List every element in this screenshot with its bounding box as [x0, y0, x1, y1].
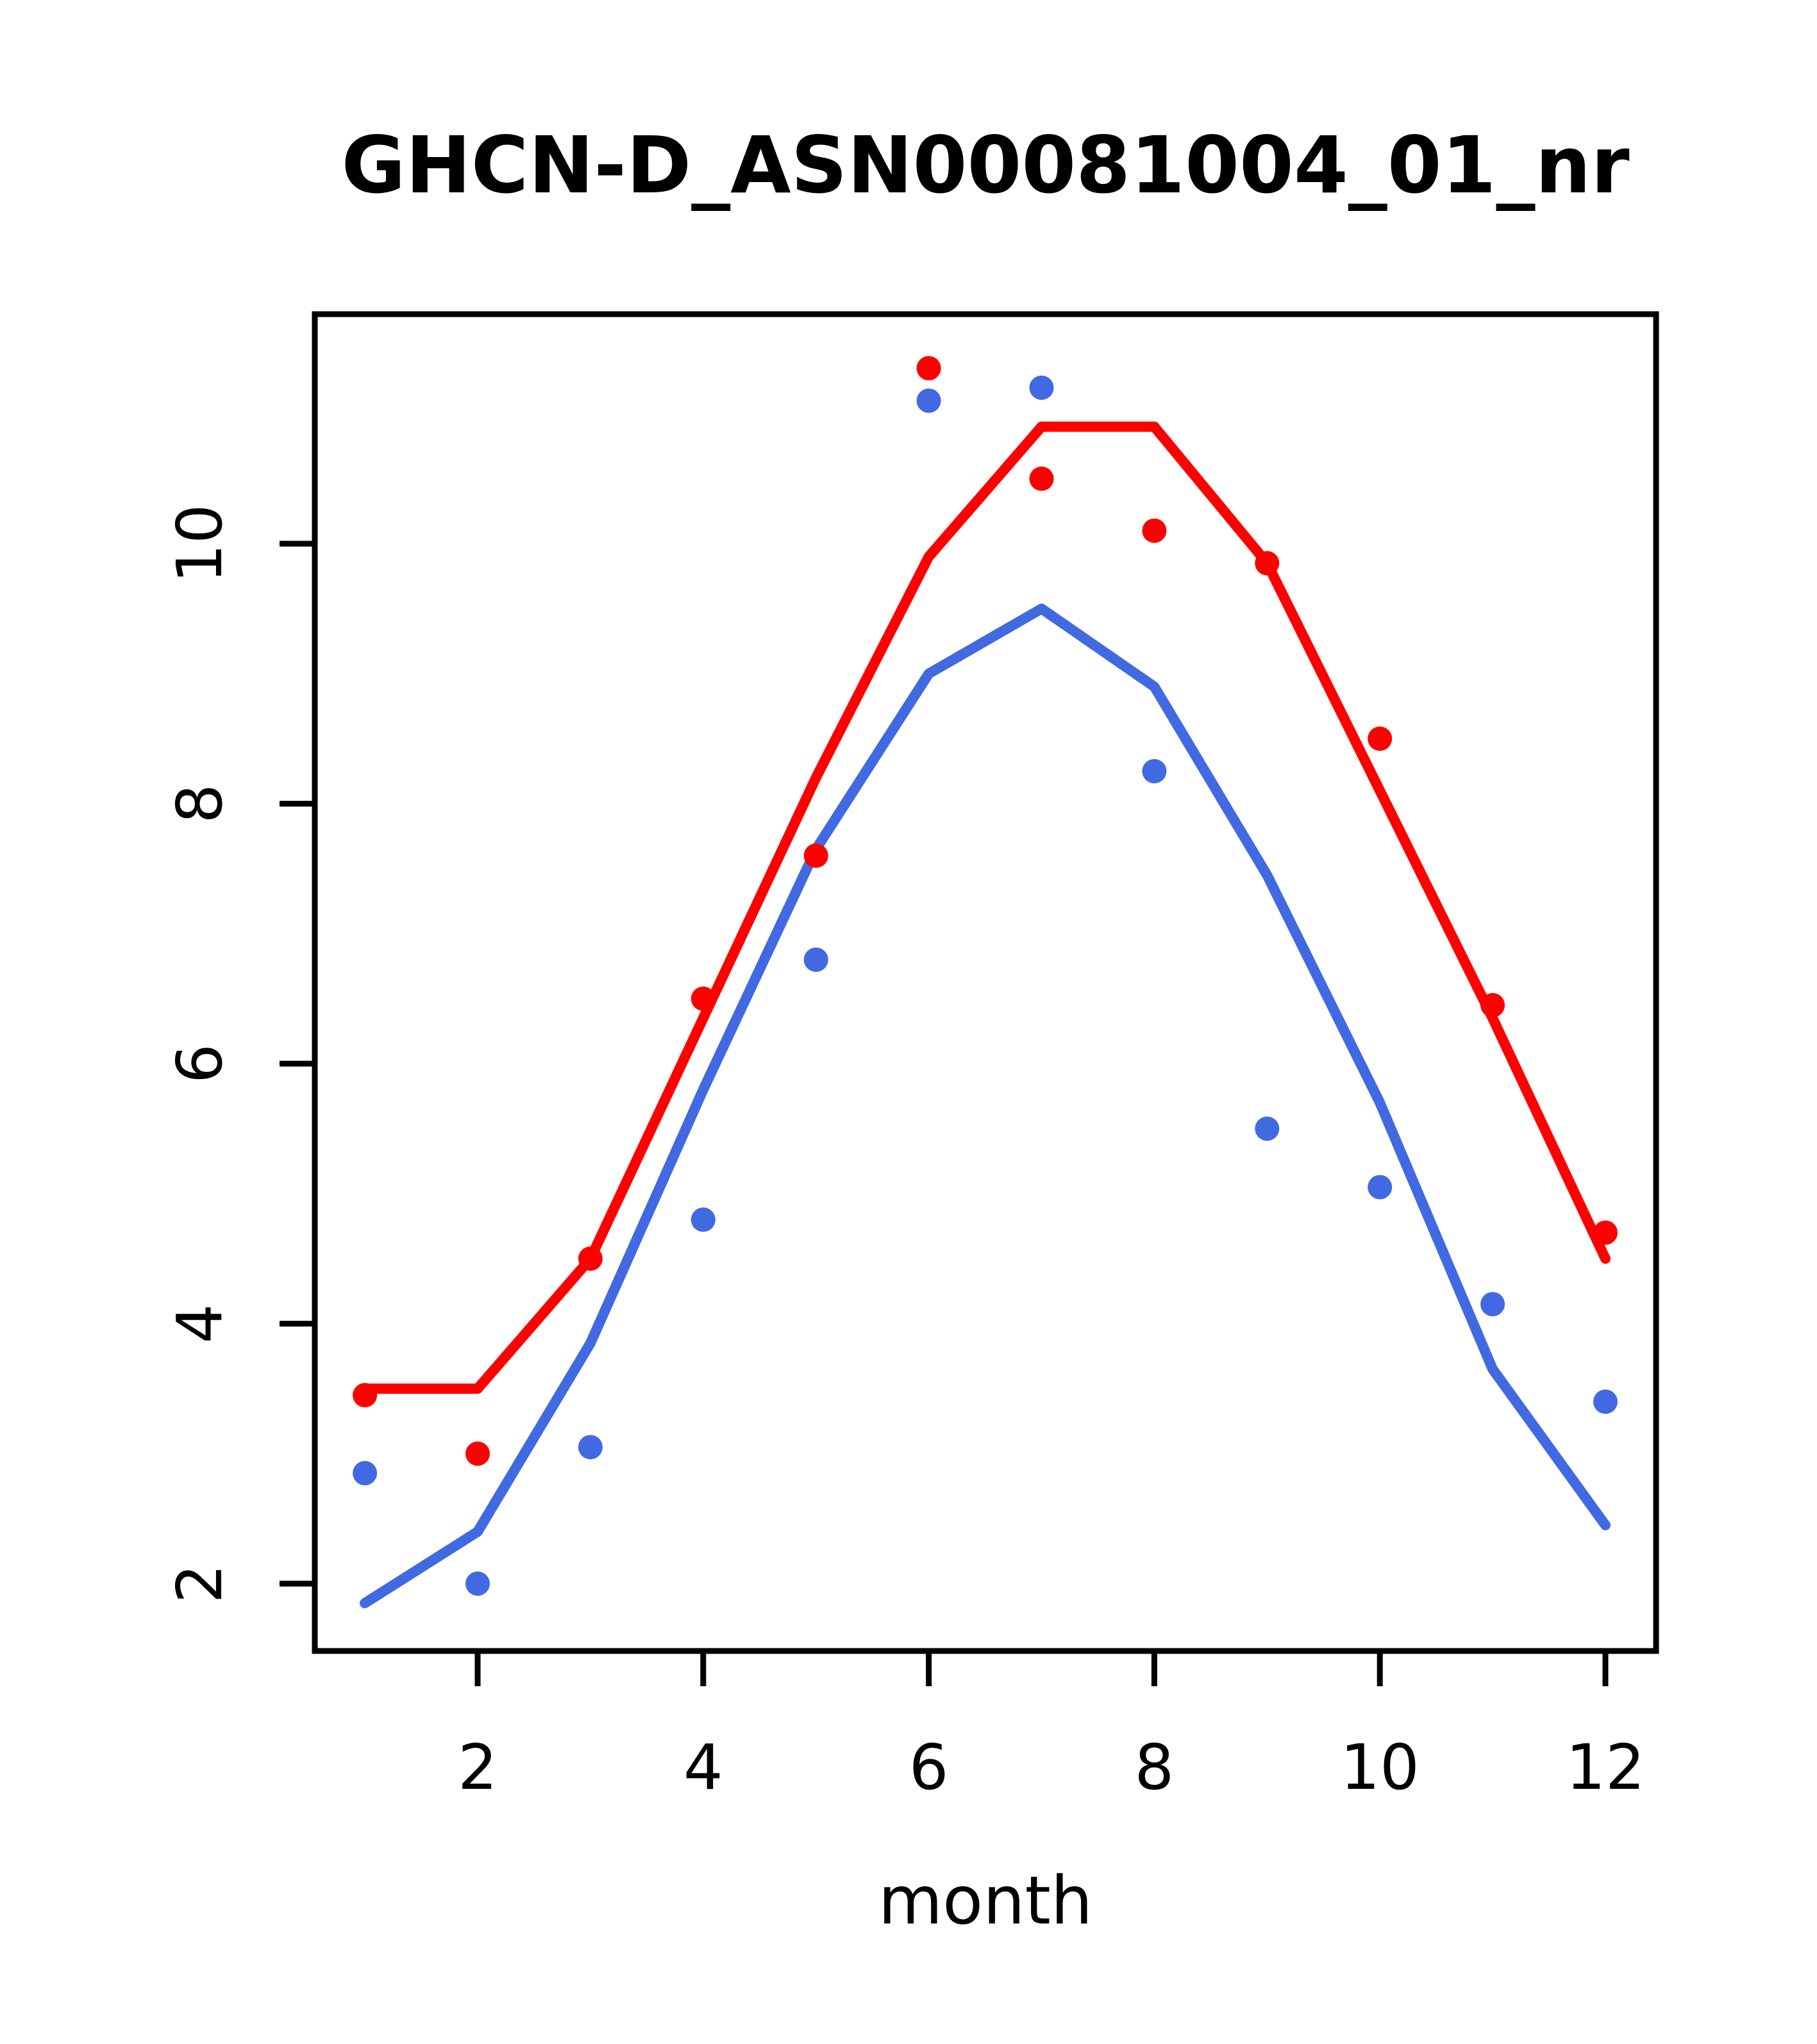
x-axis-title: month: [878, 1863, 1093, 1939]
blue-points-marker: [465, 1571, 490, 1596]
x-axis: 2 4 6 8 10 12: [458, 1651, 1645, 1804]
red-points-marker: [578, 1246, 603, 1271]
blue-points-marker: [691, 1207, 716, 1232]
red-points-marker: [353, 1383, 378, 1408]
plot-area-border: [312, 311, 1659, 1654]
red-points-marker: [1255, 551, 1280, 576]
red-line: [360, 421, 1611, 1394]
blue-points-marker: [1255, 1116, 1280, 1141]
blue-points-marker: [1142, 758, 1167, 783]
blue-points-marker: [578, 1435, 603, 1460]
red-points-marker: [803, 843, 828, 868]
x-tick-label: 4: [683, 1731, 723, 1804]
blue-points-marker: [1368, 1175, 1393, 1200]
x-tick-label: 2: [458, 1731, 498, 1804]
data-series: [353, 356, 1618, 1609]
x-tick-label: 6: [909, 1731, 949, 1804]
blue-line: [360, 603, 1611, 1609]
x-tick-label: 10: [1340, 1731, 1419, 1804]
red-points-marker: [691, 986, 716, 1011]
y-tick-label: 6: [163, 1044, 236, 1084]
blue-points-marker: [353, 1461, 378, 1486]
x-tick-label: 8: [1135, 1731, 1175, 1804]
red-points-marker: [1368, 726, 1393, 751]
blue-points-marker: [803, 947, 828, 972]
y-tick-label: 2: [163, 1564, 236, 1604]
blue-points-marker: [1480, 1292, 1505, 1317]
y-axis: 2 4 6 8 10: [163, 504, 315, 1604]
red-points-marker: [465, 1441, 490, 1466]
red-points-marker: [1029, 466, 1054, 491]
x-tick-label: 12: [1566, 1731, 1645, 1804]
red-points-marker: [1593, 1220, 1618, 1245]
red-points-marker: [916, 356, 941, 381]
y-tick-label: 4: [163, 1304, 236, 1344]
y-tick-label: 10: [163, 504, 236, 583]
blue-points-marker: [1593, 1389, 1618, 1414]
blue-points-marker: [1029, 375, 1054, 400]
chart-title: GHCN-D_ASN00081004_01_nr: [341, 120, 1629, 211]
red-points-marker: [1480, 993, 1505, 1018]
y-tick-label: 8: [163, 784, 236, 824]
blue-points-marker: [916, 388, 941, 413]
red-points-marker: [1142, 518, 1167, 543]
